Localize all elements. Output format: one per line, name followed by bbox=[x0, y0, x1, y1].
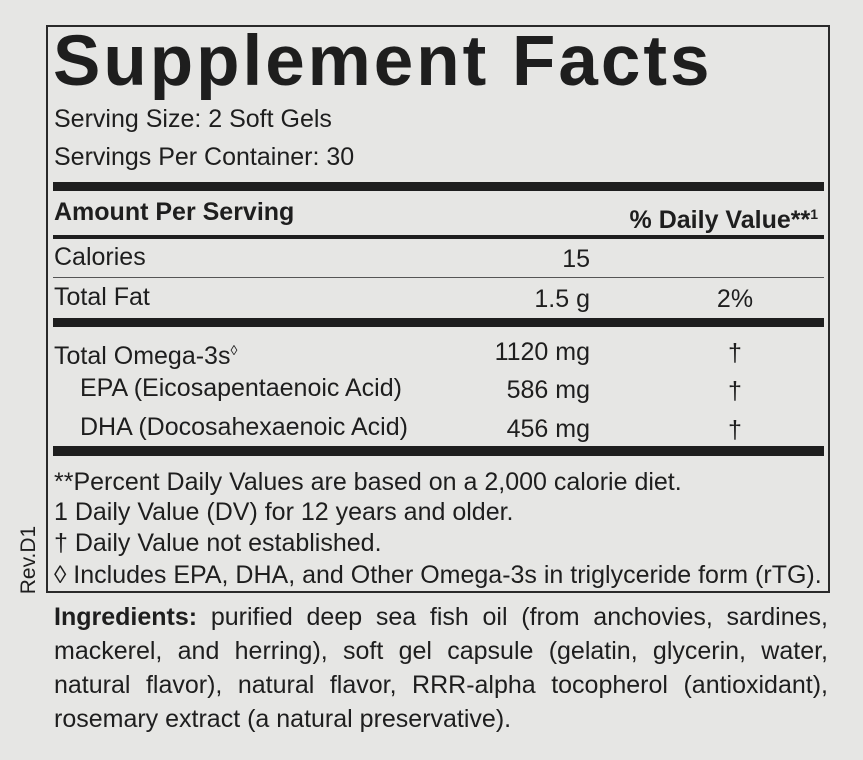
row-name: EPA (Eicosapentaenoic Acid) bbox=[80, 374, 402, 402]
row-name: Total Omega-3s◊ bbox=[54, 335, 237, 371]
daily-value-header: % Daily Value**1 bbox=[630, 199, 818, 235]
serving-size: Serving Size: 2 Soft Gels bbox=[54, 105, 332, 133]
row-name-text: Total Omega-3s bbox=[54, 342, 231, 370]
row-dv: † bbox=[728, 416, 742, 444]
daily-value-sup: 1 bbox=[810, 206, 818, 222]
row-dv: † bbox=[728, 339, 742, 367]
medium-rule bbox=[53, 235, 824, 239]
facts-box bbox=[46, 25, 830, 593]
footnote: 1 Daily Value (DV) for 12 years and olde… bbox=[54, 498, 514, 526]
thick-rule bbox=[53, 182, 824, 191]
row-amount: 1120 mg bbox=[494, 338, 590, 366]
row-name: DHA (Docosahexaenoic Acid) bbox=[80, 413, 408, 441]
ingredients-label: Ingredients: bbox=[54, 603, 198, 631]
row-name-sup: ◊ bbox=[230, 342, 238, 358]
row-amount: 1.5 g bbox=[534, 285, 590, 313]
row-amount: 15 bbox=[562, 245, 590, 273]
row-dv: † bbox=[728, 377, 742, 405]
footnote: **Percent Daily Values are based on a 2,… bbox=[54, 468, 682, 496]
ingredients: Ingredients: purified deep sea fish oil … bbox=[54, 600, 828, 736]
footnote: † Daily Value not established. bbox=[54, 529, 382, 557]
ingredients-text: purified deep sea fish oil (from anchovi… bbox=[54, 603, 828, 733]
row-amount: 456 mg bbox=[506, 415, 590, 443]
thin-rule bbox=[53, 277, 824, 278]
servings-per-container: Servings Per Container: 30 bbox=[54, 143, 355, 171]
daily-value-text: % Daily Value** bbox=[629, 206, 811, 234]
revision-label: Rev.D1 bbox=[17, 525, 40, 595]
thick-rule bbox=[53, 318, 824, 327]
row-name: Calories bbox=[54, 243, 146, 271]
row-dv: 2% bbox=[716, 285, 754, 313]
footnote: ◊ Includes EPA, DHA, and Other Omega-3s … bbox=[54, 561, 822, 589]
amount-header: Amount Per Serving bbox=[54, 198, 295, 226]
thick-rule bbox=[53, 446, 824, 456]
title: Supplement Facts bbox=[53, 22, 713, 101]
row-amount: 586 mg bbox=[506, 376, 590, 404]
row-name: Total Fat bbox=[54, 283, 150, 311]
